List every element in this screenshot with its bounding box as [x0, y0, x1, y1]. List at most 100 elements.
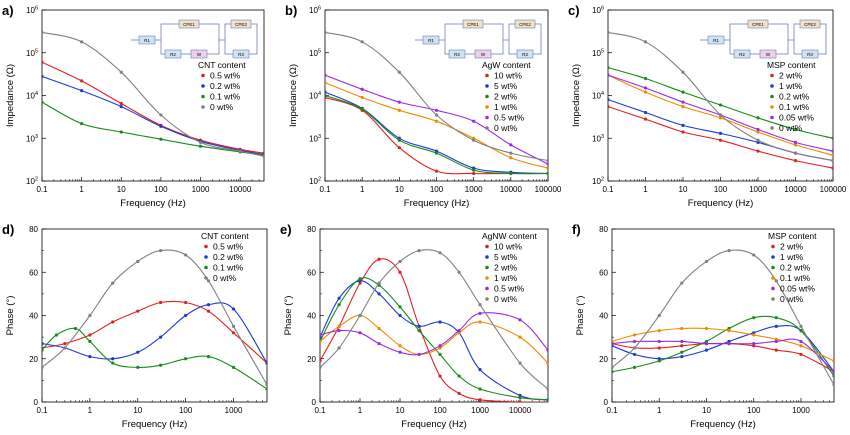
data-point — [681, 70, 685, 74]
data-point — [358, 277, 362, 281]
data-point — [417, 249, 421, 253]
circuit-element — [733, 49, 751, 59]
circuit-loop — [224, 23, 258, 55]
legend-marker — [485, 265, 489, 270]
legend-marker — [201, 94, 205, 99]
data-point — [478, 311, 482, 315]
data-point — [546, 348, 548, 352]
data-point — [159, 124, 163, 128]
data-point — [434, 119, 439, 123]
legend-marker — [485, 255, 489, 259]
data-point — [159, 137, 163, 141]
data-point — [608, 104, 610, 109]
legend-marker — [201, 73, 205, 78]
y-tick-label: 80 — [307, 225, 316, 234]
data-point — [325, 73, 327, 77]
legend-label: 0 wt% — [494, 123, 518, 133]
data-point — [42, 30, 44, 34]
data-point — [681, 104, 685, 109]
data-point — [80, 89, 84, 93]
circuit-label: CPE2 — [235, 22, 247, 27]
data-point — [377, 257, 381, 261]
series-line — [612, 324, 834, 373]
y-tick-label: 0 — [604, 398, 609, 407]
y-tick-label: 104 — [26, 91, 38, 101]
circuit-inset: R1 CPE1 R2 W CPE2 R3 — [131, 19, 258, 59]
data-point — [265, 361, 267, 365]
legend-marker — [485, 276, 489, 280]
x-tick-label: 0.1 — [314, 406, 326, 415]
data-point — [42, 342, 44, 346]
data-point — [718, 131, 723, 135]
data-point — [42, 100, 44, 104]
legend-label: 0.1 wt% — [779, 102, 810, 112]
panel-label: c) — [568, 3, 580, 18]
data-point — [80, 40, 84, 44]
data-point — [799, 324, 803, 328]
x-tick-label: 10000 — [509, 406, 532, 415]
panel-label: b) — [285, 3, 297, 18]
data-point — [360, 40, 364, 44]
circuit-label: CPE1 — [752, 22, 764, 27]
y-tick-label: 106 — [26, 6, 38, 16]
data-point — [756, 127, 760, 132]
data-point — [417, 352, 421, 357]
y-tick-label: 80 — [599, 225, 608, 234]
legend-marker — [771, 244, 775, 249]
data-point — [752, 253, 756, 257]
data-point — [88, 313, 92, 318]
data-point — [831, 136, 833, 140]
data-point — [434, 169, 439, 173]
legend-marker — [771, 297, 775, 301]
data-point — [718, 116, 723, 120]
circuit-element — [448, 49, 466, 59]
data-point — [680, 326, 684, 331]
data-point — [111, 281, 115, 285]
data-point — [472, 168, 476, 172]
data-point — [657, 329, 661, 333]
data-point — [643, 40, 648, 44]
data-point — [434, 151, 439, 155]
series-line — [612, 315, 834, 377]
data-point — [752, 342, 756, 346]
data-point — [509, 156, 513, 160]
data-point — [756, 116, 760, 120]
data-point — [478, 320, 482, 324]
data-point — [612, 365, 614, 369]
data-point — [704, 326, 709, 331]
data-point — [231, 307, 236, 311]
data-point — [457, 270, 461, 274]
legend-label: 0.2 wt% — [213, 252, 244, 262]
data-point — [80, 79, 84, 83]
data-point — [337, 303, 341, 307]
series-line — [42, 249, 267, 385]
legend-label: 0.5 wt% — [213, 242, 244, 252]
x-tick-label: 100 — [179, 406, 193, 415]
data-point — [793, 140, 798, 144]
data-point — [727, 342, 731, 346]
legend-marker — [485, 115, 489, 120]
data-point — [360, 107, 364, 111]
data-point — [398, 259, 402, 264]
data-point — [198, 144, 203, 148]
y-axis-title: Phase (°) — [5, 296, 16, 336]
y-tick-label: 103 — [309, 134, 321, 144]
data-point — [397, 100, 401, 104]
data-point — [546, 387, 548, 391]
data-point — [546, 361, 548, 365]
data-point — [727, 249, 731, 253]
x-tick-label: 10 — [133, 406, 142, 415]
data-point — [63, 342, 67, 346]
circuit-label: R3 — [522, 52, 528, 57]
x-tick-label: 1 — [360, 185, 365, 194]
legend-marker — [770, 105, 774, 109]
legend-label: 2 wt% — [494, 92, 518, 102]
legend-label: 0.2 wt% — [210, 81, 241, 91]
x-tick-label: 1 — [358, 406, 363, 415]
legend-title: MSP content — [768, 231, 817, 241]
data-point — [337, 329, 341, 333]
data-point — [643, 110, 648, 115]
